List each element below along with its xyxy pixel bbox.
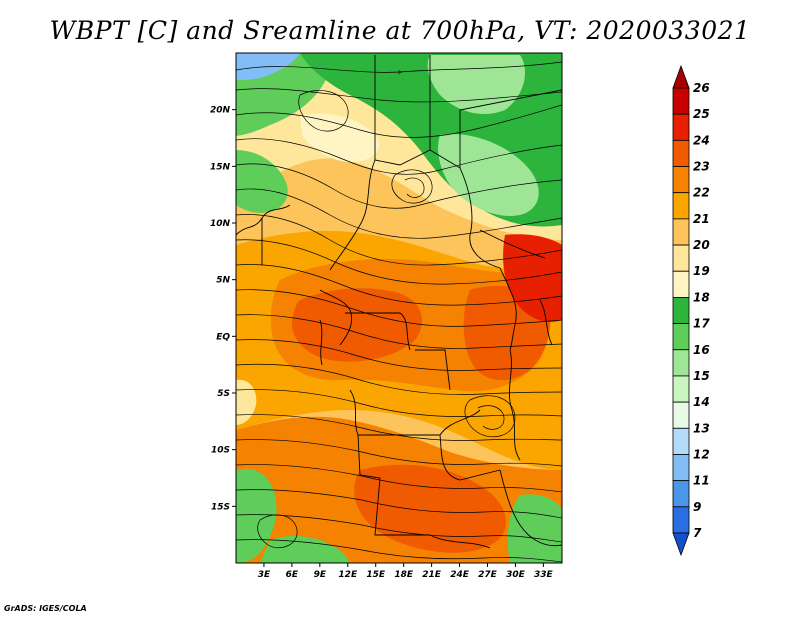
lon-label: 18E: [394, 570, 414, 580]
colorbar-label: 9: [693, 500, 701, 514]
lat-label: 15S: [211, 502, 230, 512]
colorbar-label: 12: [693, 447, 710, 461]
colorbar-bottom-arrow: [672, 532, 690, 557]
lon-label: 15E: [366, 570, 386, 580]
lat-label: 5N: [216, 276, 230, 286]
wbpt-field: [236, 53, 562, 563]
lon-label: 30E: [506, 570, 526, 580]
lon-label: 24E: [450, 570, 470, 580]
colorbar-label: 16: [693, 343, 710, 357]
lat-label: EQ: [216, 332, 230, 342]
lon-label: 21E: [422, 570, 442, 580]
lon-label: 6E: [286, 570, 299, 580]
colorbar-label: 15: [693, 369, 710, 383]
lat-label: 10N: [210, 219, 231, 229]
colorbar: 26 25 24 23 22 21 20 19 18 17 16 15 14 13 12 11 9 7: [672, 64, 710, 557]
colorbar-segment: [672, 480, 690, 508]
lon-label: 27E: [478, 570, 498, 580]
colorbar-segment: [672, 401, 690, 429]
colorbar-segment: [672, 87, 690, 115]
lat-label: 20N: [210, 106, 231, 116]
lat-label: 10S: [211, 446, 230, 456]
colorbar-segment: [672, 323, 690, 351]
lat-label: 5S: [217, 389, 230, 399]
latitude-axis: 20N 15N 10N 5N EQ 5S 10S 15S: [210, 106, 236, 512]
colorbar-label: 22: [693, 186, 710, 200]
map-title: WBPT [C] and Sreamline at 700hPa, VT: 20…: [49, 16, 751, 45]
colorbar-top-arrow: [672, 64, 690, 89]
colorbar-segment: [672, 192, 690, 220]
colorbar-segment: [672, 166, 690, 194]
colorbar-label: 17: [693, 317, 710, 331]
colorbar-segment: [672, 139, 690, 167]
colorbar-label: 7: [693, 526, 702, 540]
colorbar-segment: [672, 375, 690, 403]
colorbar-segment: [672, 113, 690, 141]
colorbar-segment: [672, 270, 690, 298]
colorbar-label: 19: [693, 264, 710, 278]
country-boundaries: [236, 55, 562, 549]
colorbar-segment: [672, 506, 690, 534]
colorbar-label: 24: [693, 133, 710, 147]
lon-label: 33E: [534, 570, 554, 580]
colorbar-label: 18: [693, 290, 710, 304]
colorbar-segment: [672, 218, 690, 246]
colorbar-label: 21: [693, 212, 710, 226]
colorbar-segment: [672, 454, 690, 482]
lon-label: 9E: [314, 570, 327, 580]
colorbar-segment: [672, 297, 690, 324]
colorbar-segment: [672, 427, 690, 455]
lon-label: 3E: [258, 570, 271, 580]
streamlines: [236, 61, 562, 563]
grads-credit: GrADS: IGES/COLA: [4, 604, 87, 613]
colorbar-label: 14: [693, 395, 710, 409]
colorbar-label: 11: [693, 474, 710, 488]
colorbar-segment: [672, 244, 690, 272]
lat-label: 15N: [210, 162, 231, 172]
colorbar-segment: [672, 349, 690, 377]
colorbar-label: 25: [693, 107, 710, 121]
lon-label: 12E: [338, 570, 358, 580]
colorbar-label: 26: [693, 81, 710, 95]
colorbar-label: 20: [693, 238, 710, 252]
colorbar-label: 13: [693, 421, 710, 435]
map-frame: [235, 52, 563, 564]
colorbar-label: 23: [693, 160, 710, 174]
longitude-axis: 3E 6E 9E 12E 15E 18E 21E 24E 27E 30E 33E: [258, 563, 554, 580]
